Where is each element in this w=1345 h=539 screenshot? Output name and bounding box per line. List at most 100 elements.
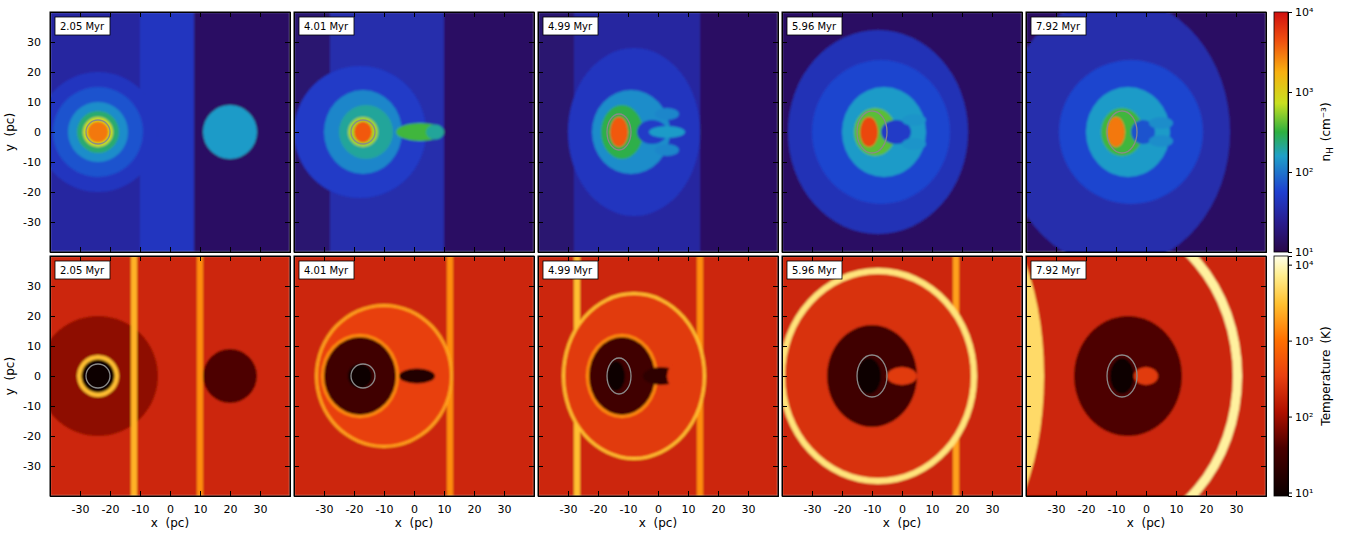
tick-mark — [538, 376, 543, 377]
tick — [1017, 346, 1022, 347]
tick — [1026, 132, 1031, 133]
tick — [782, 132, 787, 133]
contour — [351, 364, 375, 388]
tick — [962, 247, 963, 252]
field — [1026, 256, 1266, 496]
tick — [1261, 72, 1266, 73]
tick — [568, 12, 569, 17]
tick-mark — [294, 466, 299, 467]
tick-mark — [1017, 436, 1022, 437]
tick-mark — [504, 247, 505, 252]
tick-mark — [1086, 491, 1087, 496]
tick: -30 — [23, 460, 55, 473]
time-label-box — [299, 17, 354, 35]
tick-label: -20 — [23, 186, 41, 199]
field-region — [197, 256, 203, 496]
y-axis-right-line — [1017, 257, 1023, 497]
field-region — [1026, 12, 1230, 252]
tick-mark — [170, 491, 171, 496]
tick-mark — [538, 316, 543, 317]
tick — [748, 247, 749, 252]
tick — [285, 406, 290, 407]
tick-label: 30 — [27, 280, 41, 293]
tick: 10³ — [1288, 335, 1313, 348]
tick: 30 — [1230, 491, 1244, 516]
x-axis-top — [539, 256, 779, 261]
tick — [294, 42, 299, 43]
tick-mark — [294, 42, 299, 43]
tick-mark — [782, 162, 787, 163]
tick-mark — [902, 12, 903, 17]
y-axis — [294, 13, 299, 253]
tick-mark — [260, 247, 261, 252]
tick — [1176, 12, 1177, 17]
tick — [773, 376, 778, 377]
tick-mark — [842, 247, 843, 252]
tick-mark — [1288, 92, 1292, 93]
tick — [285, 346, 290, 347]
time-label: 7.92 Myr — [1031, 261, 1086, 279]
tick-mark — [285, 222, 290, 223]
tick — [444, 256, 445, 261]
tick — [110, 256, 111, 261]
tick — [1056, 12, 1057, 17]
tick-label: 30 — [1230, 503, 1244, 516]
tick-mark — [285, 102, 290, 103]
panel: 4.99 Myr — [538, 12, 779, 253]
tick-mark — [285, 132, 290, 133]
tick-label: 20 — [27, 66, 41, 79]
tick — [474, 12, 475, 17]
tick-mark — [773, 436, 778, 437]
tick-mark — [962, 12, 963, 17]
field-region — [562, 292, 706, 460]
tick-mark — [529, 376, 534, 377]
tick-mark — [773, 406, 778, 407]
field-region — [1074, 316, 1182, 436]
tick-mark — [773, 42, 778, 43]
tick — [285, 436, 290, 437]
tick-mark — [285, 316, 290, 317]
tick: 0 — [655, 491, 662, 516]
x-axis-line — [295, 491, 535, 497]
tick — [538, 406, 543, 407]
field — [1026, 12, 1266, 252]
tick-mark — [1017, 72, 1022, 73]
tick-mark — [1288, 265, 1292, 266]
tick — [538, 102, 543, 103]
tick-mark — [538, 406, 543, 407]
tick-mark — [529, 436, 534, 437]
plot-area — [1026, 12, 1266, 252]
tick-mark — [658, 247, 659, 252]
tick-mark — [718, 491, 719, 496]
tick-mark — [444, 256, 445, 261]
x-axis-top-line — [295, 257, 535, 262]
tick: 10¹ — [1288, 487, 1313, 500]
tick — [773, 42, 778, 43]
tick: 20 — [956, 491, 970, 516]
tick-mark — [598, 247, 599, 252]
tick — [1017, 406, 1022, 407]
tick-mark — [294, 286, 299, 287]
tick-label: 20 — [712, 503, 726, 516]
tick-mark — [1206, 491, 1207, 496]
tick-mark — [529, 222, 534, 223]
tick-label: -20 — [1078, 503, 1096, 516]
tick — [718, 12, 719, 17]
tick — [782, 466, 787, 467]
tick-mark — [902, 491, 903, 496]
tick-mark — [1026, 286, 1031, 287]
tick: -10 — [23, 400, 55, 413]
tick — [782, 436, 787, 437]
tick-mark — [962, 491, 963, 496]
colorbar: 10¹10²10³10⁴ — [1274, 6, 1314, 259]
tick — [1261, 102, 1266, 103]
tick-mark — [1056, 247, 1057, 252]
tick — [324, 256, 325, 261]
time-label: 4.01 Myr — [299, 261, 354, 279]
tick-label: -10 — [23, 400, 41, 413]
panel: -30-20-1001020302.05 Myr — [23, 12, 290, 253]
tick — [529, 102, 534, 103]
tick — [1116, 256, 1117, 261]
tick: 10² — [1288, 166, 1313, 179]
tick-label: -30 — [804, 503, 822, 516]
